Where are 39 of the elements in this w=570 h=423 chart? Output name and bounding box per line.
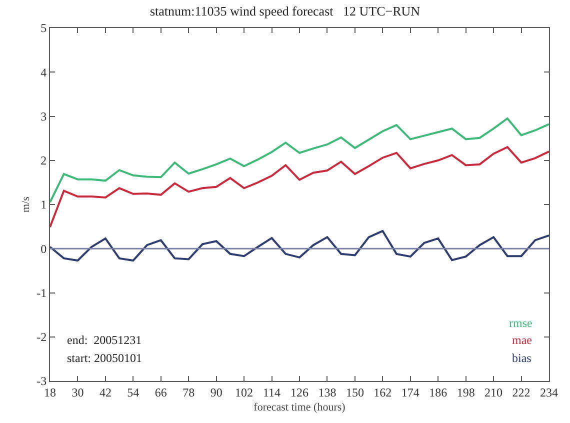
text: bias: [512, 351, 532, 365]
x-tick-label: 234: [540, 385, 558, 400]
annotation: end: 20051231: [67, 333, 142, 347]
x-tick-label: 42: [99, 385, 112, 400]
x-tick-label: 198: [456, 385, 475, 400]
y-tick-label: -3: [36, 374, 47, 388]
x-tick-label: 210: [484, 385, 503, 400]
y-tick-label: 4: [40, 65, 47, 80]
x-tick-label: 138: [318, 385, 336, 400]
chart-title: statnum:11035 wind speed forecast 12 UTC−RUN: [150, 3, 421, 18]
x-tick-label: 102: [235, 385, 254, 400]
y-tick-label: 0: [40, 242, 47, 256]
x-tick-label: 222: [512, 385, 530, 400]
y-tick-label: 2: [40, 154, 47, 168]
x-tick-label: 162: [374, 385, 392, 400]
line-series: [50, 117, 549, 204]
y-tick-label: 5: [40, 21, 47, 36]
x-tick-label: 150: [346, 385, 364, 400]
text: mae: [512, 333, 532, 347]
x-tick-label: 78: [182, 385, 195, 400]
x-tick-label: 114: [263, 385, 281, 400]
y-tick-label: 3: [40, 109, 47, 124]
annotation: start: 20050101: [67, 351, 142, 365]
x-tick-label: 186: [429, 385, 448, 400]
text: rmse: [509, 316, 532, 330]
x-axis-title: forecast time (hours): [254, 402, 346, 414]
x-tick-label: 174: [401, 385, 420, 400]
x-tick-label: 126: [290, 385, 308, 400]
y-tick-label: -1: [36, 286, 47, 300]
y-tick-label: -2: [36, 330, 47, 344]
y-tick-label: 1: [40, 198, 47, 212]
x-tick-label: 54: [127, 385, 140, 400]
x-tick-label: 66: [154, 385, 167, 400]
x-tick-label: 90: [210, 385, 222, 400]
line-series: [50, 146, 549, 228]
x-tick-label: 18: [44, 385, 56, 400]
x-tick-label: 30: [72, 385, 84, 400]
line-series: [50, 230, 549, 262]
y-axis-title: m/s: [20, 196, 32, 212]
